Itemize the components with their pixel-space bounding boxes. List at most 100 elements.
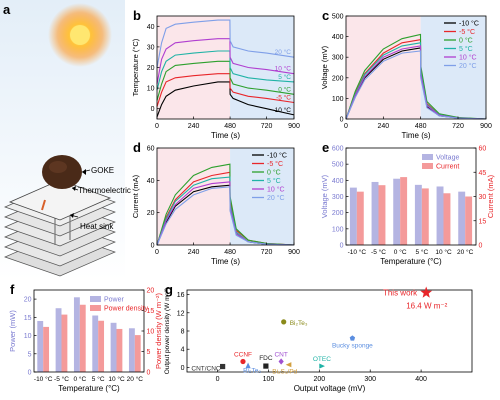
plot-frame bbox=[156, 147, 295, 246]
bar-current-3 bbox=[421, 188, 429, 245]
plot-frame bbox=[33, 289, 145, 373]
panel-label: g bbox=[165, 282, 173, 297]
y-tick-label: 300 bbox=[332, 55, 344, 62]
heating-region bbox=[157, 16, 231, 119]
series-label-4: 10 °C bbox=[275, 65, 292, 73]
point-5 bbox=[278, 358, 284, 365]
y-tick-label-right: 5 bbox=[147, 349, 151, 356]
y-axis-label: Voltage (mV) bbox=[320, 45, 329, 89]
x-tick-label: -10 °C bbox=[348, 248, 367, 256]
x-tick-label: -10 °C bbox=[34, 375, 53, 383]
y-tick-label: 0 bbox=[340, 117, 344, 124]
y-tick-label: 12 bbox=[177, 310, 185, 317]
y-axis-label: Temperature (°C) bbox=[131, 38, 140, 96]
y-axis-label-right: Current (mA) bbox=[486, 174, 495, 218]
point-label-6: Bi₂S₃/Pd bbox=[272, 369, 297, 376]
thermoelectric-wire bbox=[41, 199, 46, 211]
series-line-5 bbox=[345, 50, 487, 120]
y-tick-label: 40 bbox=[147, 24, 155, 31]
heating-region bbox=[157, 148, 231, 245]
y-tick-label-left: 400 bbox=[332, 178, 344, 185]
bar-voltage-3 bbox=[414, 184, 422, 245]
point-1 bbox=[240, 358, 246, 365]
point-label-0: CNT/CNC bbox=[191, 366, 221, 373]
legend-label-1: -5 °C bbox=[267, 160, 283, 168]
chart-f: -10 °C -5 °C 0 °C 5 °C 10 °C 20 °C05101520051… bbox=[8, 282, 163, 393]
series-line-1 bbox=[156, 73, 295, 107]
legend-label-2: 0 °C bbox=[459, 37, 473, 45]
y-tick-label-left: 200 bbox=[332, 210, 344, 217]
y-tick-label: 500 bbox=[332, 14, 344, 21]
x-tick-label: 20 °C bbox=[127, 375, 144, 383]
y-tick-label: 10 bbox=[147, 86, 155, 93]
point-this-work bbox=[420, 286, 433, 298]
legend-label-0: -10 °C bbox=[459, 20, 479, 28]
bar-power-density-4 bbox=[116, 328, 123, 372]
legend-label-3: 5 °C bbox=[267, 177, 281, 185]
this-work-label: This work bbox=[383, 289, 418, 298]
x-tick-label: 240 bbox=[377, 123, 389, 130]
y-tick-label-left: 100 bbox=[332, 226, 344, 233]
heat-sink-label: Heat sink bbox=[80, 222, 114, 231]
y-tick-label: 40 bbox=[147, 178, 155, 185]
y-tick-label-left: 20 bbox=[24, 297, 32, 304]
x-tick-label: 720 bbox=[261, 123, 273, 130]
bar-voltage-1 bbox=[371, 181, 379, 245]
legend-label-voltage: Voltage bbox=[436, 155, 459, 162]
x-tick-label: 10 °C bbox=[108, 375, 125, 383]
point-4 bbox=[281, 319, 287, 325]
y-tick-label: 200 bbox=[332, 75, 344, 82]
y-tick-label-left: 600 bbox=[332, 146, 344, 153]
y-tick-label: 20 bbox=[147, 65, 155, 72]
x-tick-label: -5 °C bbox=[54, 375, 69, 383]
point-label-3: FDC bbox=[259, 355, 273, 362]
series-label-0: -10 °C bbox=[273, 106, 292, 114]
y-tick-label: 8 bbox=[181, 329, 185, 336]
series-line-5 bbox=[156, 19, 295, 68]
y-tick-label-right: 15 bbox=[479, 218, 487, 225]
bar-current-2 bbox=[400, 177, 408, 245]
bar-current-1 bbox=[378, 185, 386, 245]
y-tick-label-left: 0 bbox=[340, 243, 344, 250]
x-tick-label: 240 bbox=[188, 249, 200, 256]
y-axis-label-left: Voltage (mV) bbox=[320, 174, 329, 218]
chart-d: 0 240 480 720 900 0 20 40 60 Time (s) Current (mA)… bbox=[131, 140, 300, 266]
y-tick-label-left: 15 bbox=[24, 315, 32, 322]
legend-label-1: -5 °C bbox=[459, 28, 475, 36]
y-tick-label: 100 bbox=[332, 96, 344, 103]
bar-power-density-1 bbox=[61, 314, 68, 372]
series-label-2: 0 °C bbox=[278, 85, 291, 93]
x-tick-label: 0 bbox=[216, 376, 220, 383]
legend-label-4: 10 °C bbox=[267, 186, 285, 194]
legend-label-current: Current bbox=[436, 164, 459, 171]
y-tick-label-right: 45 bbox=[479, 170, 487, 177]
goke-label: GOKE bbox=[91, 166, 114, 175]
legend-label-2: 0 °C bbox=[267, 169, 281, 177]
panel-label: f bbox=[10, 282, 15, 297]
x-tick-label: 900 bbox=[288, 249, 300, 256]
y-tick-label: 20 bbox=[147, 210, 155, 217]
legend-label-0: -10 °C bbox=[267, 152, 287, 160]
x-tick-label: 100 bbox=[263, 376, 275, 383]
y-tick-label: 4 bbox=[181, 347, 185, 354]
y-tick-label: 0 bbox=[151, 243, 155, 250]
point-8 bbox=[349, 335, 356, 341]
panel-label: d bbox=[133, 140, 141, 155]
series-line-0 bbox=[156, 81, 295, 118]
panel-label: c bbox=[322, 8, 329, 23]
panel-label: b bbox=[133, 8, 141, 23]
point-2 bbox=[245, 362, 251, 369]
x-axis-label: Time (s) bbox=[211, 257, 240, 266]
legend-label-power-density: Power density bbox=[104, 306, 148, 313]
point-label-2: Bi₂Te₃ bbox=[243, 368, 261, 375]
x-axis-label: Time (s) bbox=[401, 131, 430, 140]
legend-swatch-current bbox=[422, 163, 433, 169]
point-label-7: OTEC bbox=[313, 356, 331, 363]
thermoelectric-plate bbox=[8, 179, 112, 221]
y-tick-label-right: 0 bbox=[479, 243, 483, 250]
x-tick-label: 0 bbox=[155, 123, 159, 130]
x-axis-label: Temperature (°C) bbox=[380, 257, 442, 266]
bar-power-density-2 bbox=[79, 304, 86, 372]
bar-power-4 bbox=[110, 322, 117, 372]
y-tick-label: 60 bbox=[147, 146, 155, 153]
